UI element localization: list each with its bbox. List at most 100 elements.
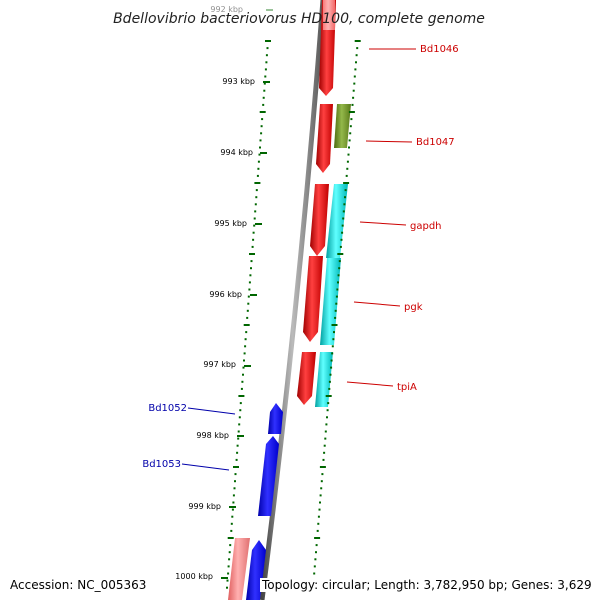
kbp-label: 995 kbp <box>214 219 247 228</box>
tick-mark-left <box>265 54 268 57</box>
tick-mark-right <box>339 245 342 248</box>
tick-mark-left <box>240 387 243 390</box>
tick-mark-right <box>316 529 319 532</box>
gene-arrow-bd1047-track <box>334 104 351 148</box>
tick-mark-left <box>260 125 263 128</box>
gene-label-gapdh[interactable]: gapdh <box>410 221 442 232</box>
tick-mark-right <box>318 508 321 511</box>
tick-mark-right <box>323 451 326 454</box>
tick-mark-right <box>348 111 355 113</box>
tick-mark-left <box>242 373 244 376</box>
tick-mark-right <box>352 96 355 99</box>
tick-mark-right <box>329 373 332 376</box>
map-title: Bdellovibrio bacteriovorus HD100, comple… <box>113 11 485 27</box>
tick-mark-right <box>335 302 338 305</box>
tick-mark-left <box>232 494 235 497</box>
gene-leaders <box>181 48 416 471</box>
gene-label-tpiA[interactable]: tpiA <box>397 382 417 393</box>
tick-mark-right <box>340 238 343 241</box>
gene-label-pgk[interactable]: pgk <box>404 302 423 313</box>
gene-label-bd1053[interactable]: Bd1053 <box>142 459 181 470</box>
tick-mark-left <box>239 402 242 405</box>
tick-mark-left <box>250 267 252 270</box>
topology-text: Topology: circular; Length: 3,782,950 bp… <box>260 578 594 592</box>
tick-mark-right <box>338 260 341 263</box>
tick-mark-right <box>343 182 350 184</box>
kbp-ticks <box>221 9 273 579</box>
tick-mark-left <box>228 551 231 554</box>
tick-mark-right <box>323 444 326 447</box>
tick-mark-right <box>324 430 327 433</box>
leader-bd1053 <box>181 463 230 471</box>
tick-mark-right <box>326 409 329 412</box>
tick-mark-left <box>241 380 244 383</box>
tick-mark-left <box>232 501 235 504</box>
tick-mark-right <box>321 473 324 476</box>
tick-mark-right <box>348 146 350 149</box>
tick-mark-left <box>249 274 252 277</box>
gene-labels: Bd1046 Bd1047 gapdh pgk tpiA Bd1052 Bd10… <box>142 44 458 470</box>
tick-mark-right <box>353 75 356 78</box>
tick-mark-right <box>317 515 320 518</box>
tick-mark-right <box>336 288 339 291</box>
leader-bd1052 <box>187 407 236 415</box>
tick-track-right <box>312 40 361 589</box>
tick-mark-left <box>237 437 240 440</box>
tick-mark-right <box>337 274 340 277</box>
tick-mark-right <box>319 501 321 504</box>
tick-mark-left <box>229 544 232 547</box>
tick-mark-right <box>322 458 325 461</box>
tick-mark-right <box>326 416 328 419</box>
gene-arrow-tpiA <box>297 352 316 405</box>
tick-mark-left <box>265 40 271 42</box>
gene-arrow-pgk <box>303 256 323 342</box>
tick-mark-right <box>337 253 344 255</box>
accession-text: Accession: NC_005363 <box>8 578 149 592</box>
tick-mark-left <box>247 295 250 298</box>
tick-mark-left <box>237 430 240 433</box>
tick-mark-left <box>257 167 260 170</box>
tick-mark-left <box>234 473 237 476</box>
tick-mark-left <box>252 238 255 241</box>
tick-mark-right <box>342 217 345 220</box>
tick-mark-left <box>239 409 242 412</box>
tick-mark-right <box>345 174 348 177</box>
tick-mark-left <box>258 153 261 156</box>
gene-arrow-gapdh-track <box>326 184 348 258</box>
gene-arrow-bd1047 <box>316 104 333 173</box>
tick-mark-right <box>335 295 338 298</box>
tick-mark-left <box>259 111 266 113</box>
tick-mark-left <box>242 366 245 369</box>
tick-mark-left <box>264 68 267 71</box>
tick-mark-right <box>319 466 326 468</box>
tick-mark-right <box>331 324 338 326</box>
gene-label-bd1052[interactable]: Bd1052 <box>148 403 187 414</box>
tick-mark-left <box>238 395 245 397</box>
tick-mark-left <box>227 537 234 539</box>
gene-arrow-bottom-pink <box>228 538 250 600</box>
tick-mark-left <box>230 529 233 532</box>
tick-track-left <box>226 40 271 589</box>
gene-label-bd1046[interactable]: Bd1046 <box>420 44 459 55</box>
gene-arrow-gapdh <box>310 184 329 256</box>
tick-mark-left <box>254 182 261 184</box>
tick-mark-right <box>324 437 327 440</box>
tick-mark-right <box>330 359 333 362</box>
tick-mark-left <box>253 217 256 220</box>
tick-mark-right <box>328 387 331 390</box>
tick-mark-right <box>348 139 351 142</box>
tick-mark-right <box>352 89 355 92</box>
tick-mark-left <box>243 352 246 355</box>
tick-mark-left <box>262 96 265 99</box>
tick-mark-right <box>355 54 358 57</box>
kbp-label: 994 kbp <box>220 148 253 157</box>
tick-mark-right <box>319 494 322 497</box>
kbp-label: 996 kbp <box>209 290 242 299</box>
gene-arrow-tpiA-track <box>315 352 333 407</box>
tick-mark-left <box>227 572 230 575</box>
tick-mark-right <box>343 203 346 206</box>
tick-mark-left <box>259 139 262 142</box>
leader-bd1047 <box>365 140 413 143</box>
gene-label-bd1047[interactable]: Bd1047 <box>416 137 455 148</box>
